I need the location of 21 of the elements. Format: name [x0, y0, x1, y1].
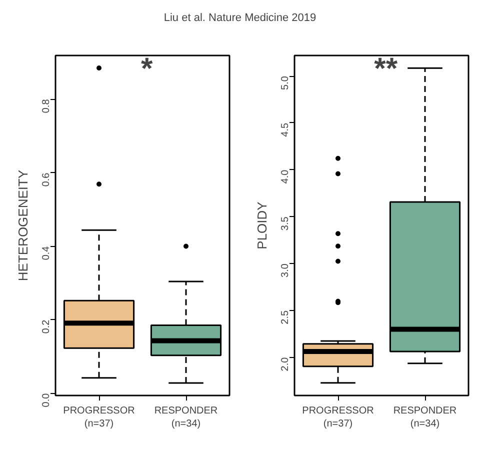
y-tick-label: 3.0: [280, 263, 291, 278]
y-tick-label: 0.6: [41, 172, 52, 187]
y-axis-title: HETEROGENEITY: [16, 170, 30, 282]
y-tick-label: 3.5: [280, 216, 291, 231]
chart-title: Liu et al. Nature Medicine 2019: [164, 12, 316, 24]
annotation: **: [374, 52, 398, 86]
y-tick-label: 0.4: [41, 246, 52, 260]
y-axis-title: PLOIDY: [254, 201, 270, 250]
x-tick-label: PROGRESSOR (n=37): [63, 406, 135, 430]
y-tick-label: 0.8: [41, 98, 52, 114]
y-tick-label: 5.0: [280, 76, 291, 90]
x-tick-label: RESPONDER (n=34): [393, 406, 457, 430]
annotation: *: [141, 52, 154, 86]
x-tick-label: RESPONDER (n=34): [154, 406, 218, 430]
y-tick-label: 2.5: [280, 310, 291, 324]
y-tick-label: 0.2: [41, 319, 52, 334]
y-tick-label: 4.0: [280, 169, 291, 184]
y-tick-label: 4.5: [280, 122, 291, 137]
text: 0.0: [41, 393, 52, 408]
x-tick-label: PROGRESSOR (n=37): [302, 406, 374, 430]
y-tick-label: 2.0: [280, 356, 291, 372]
